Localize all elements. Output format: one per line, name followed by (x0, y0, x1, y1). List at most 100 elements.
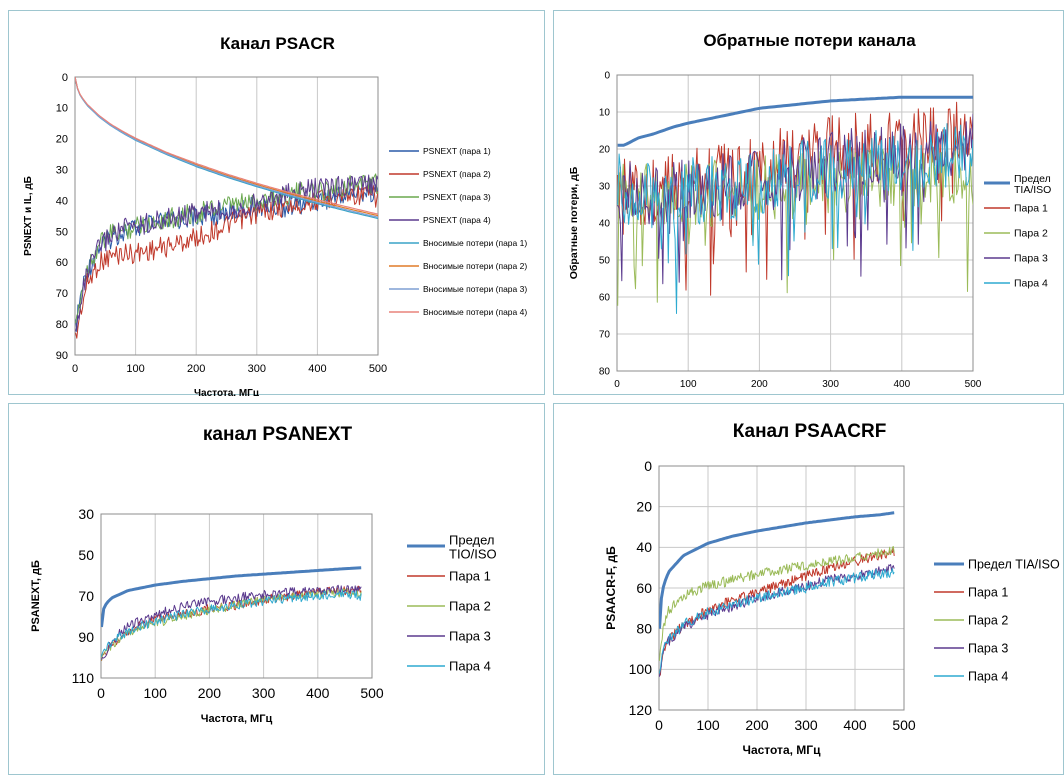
series-group (101, 566, 362, 661)
series-line-4 (101, 584, 362, 660)
y-tick-label: 30 (56, 165, 68, 177)
y-tick-label: 60 (636, 580, 652, 596)
y-tick-label: 70 (56, 288, 68, 300)
y-axis-label: PSNEXT и IL, дБ (23, 176, 34, 256)
series-line-5 (101, 589, 362, 657)
legend-label-5: Пара 4 (449, 659, 491, 674)
y-tick-label: 40 (599, 219, 611, 230)
x-tick-label: 0 (655, 717, 663, 733)
x-tick-label: 200 (198, 685, 222, 701)
x-tick-label: 0 (97, 685, 105, 701)
chart-psanext: канал PSANEXT 0 100 200 300 400 500 30 50 70 90 110… (30, 424, 497, 725)
y-tick-label: 40 (56, 195, 68, 207)
x-tick-label: 400 (893, 379, 910, 390)
y-tick-label: 0 (62, 72, 68, 84)
series-line-3 (75, 173, 378, 324)
chart-psaacrf: Канал PSAACRF 0 100 200 300 400 500 0 20 40 60 80 10… (604, 421, 1060, 757)
legend-label-3: Пара 2 (449, 599, 491, 614)
legend-label-5: Вносимые потери (пара 1) (423, 238, 527, 248)
x-tick-label: 300 (822, 379, 839, 390)
chart-title: канал PSANEXT (203, 424, 353, 445)
series-line-2 (617, 101, 973, 296)
series-line-4 (75, 174, 378, 332)
y-axis-label: Обратные потери, дБ (568, 166, 580, 279)
y-tick-label: 50 (56, 226, 68, 238)
y-tick-label: 80 (56, 319, 68, 331)
x-axis-label: Частота, МГц (194, 388, 260, 396)
x-tick-label: 100 (696, 717, 720, 733)
x-tick-label: 500 (369, 363, 387, 375)
y-tick-label: 70 (78, 588, 94, 604)
series-line-8 (75, 77, 378, 215)
legend-label-4: Пара 3 (1014, 253, 1048, 265)
legend-label-4: Пара 3 (968, 641, 1008, 655)
chart-panel-return-loss: Обратные потери канала 0 100 200 300 400 500 0 1… (553, 10, 1064, 395)
y-tick-label: 0 (644, 458, 652, 474)
x-tick-label: 200 (187, 363, 205, 375)
series-group (617, 95, 973, 314)
y-tick-label: 20 (56, 134, 68, 146)
legend-label-1: Предел TIA/ISO (968, 557, 1060, 571)
series-line-2 (75, 184, 378, 339)
y-axis-label: PSANEXT, дБ (30, 560, 42, 632)
y-tick-label: 100 (629, 661, 653, 677)
series-group (75, 77, 378, 339)
y-tick-label: 80 (636, 621, 652, 637)
x-tick-label: 500 (892, 717, 916, 733)
legend-label-2: Пара 1 (449, 569, 491, 584)
x-tick-label: 300 (252, 685, 276, 701)
y-tick-label: 10 (599, 108, 611, 119)
chart-panel-psanext: канал PSANEXT 0 100 200 300 400 500 30 50 70 90 110… (8, 403, 545, 775)
series-line-3 (659, 546, 895, 661)
chart-title: Обратные потери канала (703, 31, 916, 50)
x-tick-label: 0 (72, 363, 78, 375)
y-tick-label: 110 (72, 670, 95, 686)
y-tick-label: 60 (599, 293, 611, 304)
x-tick-label: 400 (843, 717, 867, 733)
y-tick-label: 30 (599, 182, 611, 193)
y-tick-label: 50 (78, 547, 94, 563)
x-tick-label: 200 (751, 379, 768, 390)
y-tick-label: 120 (629, 702, 653, 718)
series-line-3 (101, 588, 362, 661)
x-tick-label: 400 (306, 685, 330, 701)
y-tick-label: 80 (599, 367, 611, 378)
chart-return-loss: Обратные потери канала 0 100 200 300 400 500 0 1… (568, 31, 1051, 390)
y-tick-label: 0 (604, 71, 610, 82)
chart-title: Канал PSAACRF (733, 421, 887, 442)
y-tick-label: 70 (599, 330, 611, 341)
series-group (659, 511, 895, 677)
x-axis-label: Частота, МГц (201, 713, 273, 725)
y-tick-label: 90 (78, 629, 94, 645)
legend-label-6: Вносимые потери (пара 2) (423, 261, 527, 271)
legend-label-5: Пара 4 (1014, 278, 1048, 290)
x-tick-label: 400 (308, 363, 326, 375)
legend-label-2: Пара 1 (968, 585, 1008, 599)
legend-label-4: PSNEXT (пара 4) (423, 215, 491, 225)
x-tick-label: 200 (745, 717, 769, 733)
series-line-1 (659, 511, 895, 629)
plot-area (100, 513, 373, 679)
series-line-3 (617, 142, 973, 306)
plot-area (74, 76, 379, 356)
chart-psacr: Канал PSACR 0 100 200 300 400 500 0 10 20 30 40 50 60… (23, 34, 527, 396)
legend-label-1: Предел TIO/ISO (449, 533, 497, 562)
y-tick-label: 10 (56, 103, 68, 115)
series-line-5 (659, 568, 895, 674)
chart-panel-psacr: Канал PSACR 0 100 200 300 400 500 0 10 20 30 40 50 60… (8, 10, 545, 396)
series-line-1 (617, 95, 973, 147)
legend-label-1: Предел TIA/ISO (1014, 173, 1051, 196)
legend-label-1: PSNEXT (пара 1) (423, 146, 491, 156)
y-tick-label: 60 (56, 257, 68, 269)
y-tick-label: 30 (78, 506, 94, 522)
series-line-2 (101, 585, 362, 661)
chart-panel-psaacrf: Канал PSAACRF 0 100 200 300 400 500 0 20 40 60 80 10… (553, 403, 1064, 775)
x-tick-label: 500 (965, 379, 982, 390)
y-tick-label: 20 (636, 499, 652, 515)
legend-label-8: Вносимые потери (пара 4) (423, 307, 527, 317)
series-line-1 (101, 566, 362, 628)
legend-label-2: Пара 1 (1014, 203, 1048, 215)
x-tick-label: 100 (126, 363, 144, 375)
series-line-7 (75, 77, 378, 218)
plot-area (616, 74, 974, 372)
